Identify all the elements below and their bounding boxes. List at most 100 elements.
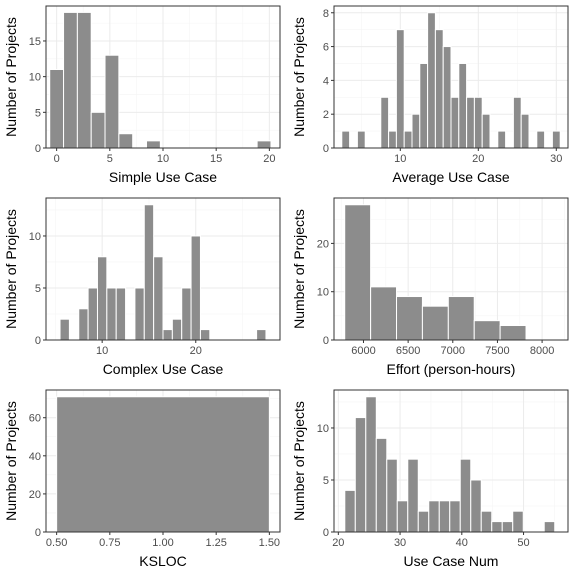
x-tick-label: 30 [394,537,406,549]
x-axis-title: KSLOC [139,553,186,569]
panel-border [333,197,569,341]
histogram-bar [256,329,267,340]
histogram-bar [512,96,522,148]
x-tick-label: 1.25 [205,537,226,549]
x-tick-label: 7000 [441,345,465,357]
x-axis-title: Use Case Num [404,553,499,569]
histogram-bar [458,62,468,148]
histogram-bar [344,489,356,532]
histogram-bar [417,510,430,532]
y-tick-label: 0 [323,335,329,347]
x-tick-label: 10 [96,345,108,357]
histogram-panel-1: 0 5 10 15 20 0 5 10 15 Simple Use Case Number of P… [3,5,281,185]
histogram-bar [419,62,429,148]
histogram-bar [512,510,524,532]
histogram-bar [407,458,419,532]
histogram-bar [434,29,444,148]
y-tick-label: 2 [323,109,329,121]
histogram-bar [341,130,351,148]
y-tick-label: 5 [35,283,41,295]
x-tick-label: 1.50 [259,537,280,549]
histogram-bar [386,458,398,532]
x-tick-label: 50 [517,537,529,549]
histogram-panel-3: 10 20 0 5 10 Complex Use Case Number of Projec… [3,197,281,377]
histogram-bar [162,329,173,340]
histogram-bar [118,133,134,148]
histogram-bar [199,329,211,340]
histogram-bar [438,500,451,532]
histogram-bar [428,500,440,532]
histogram-bar [87,287,98,340]
bars [341,12,561,148]
histogram-bar [76,11,92,148]
histogram-bar [375,437,388,532]
histogram-bar [491,521,503,532]
histogram-bar [143,204,155,340]
y-tick-label: 60 [29,413,41,425]
histogram-bar [480,510,493,532]
histogram-bar [396,500,409,532]
x-tick-label: 20 [332,537,344,549]
histogram-bar [395,29,405,148]
x-tick-label: 0.75 [99,537,120,549]
x-tick-label: 20 [472,153,484,165]
x-axis-title: Effort (person-hours) [387,361,516,377]
x-tick-label: 15 [210,153,222,165]
histogram-panel-4: 6000 6500 7000 7500 8000 0 10 20 Effort (person-… [291,197,569,377]
y-axis-title: Number of Projects [3,17,19,137]
histogram-bar [56,396,270,532]
histogram-bar [59,318,70,340]
y-tick-label: 0 [35,335,41,347]
histogram-bar [459,458,472,532]
histogram-bar [344,204,372,340]
bars [49,11,272,148]
x-tick-label: 6000 [351,345,375,357]
y-axis-title: Number of Projects [3,209,19,329]
y-tick-label: 5 [35,107,41,119]
histogram-bar [106,287,117,340]
y-tick-label: 10 [317,287,329,299]
histogram-bar [104,54,120,148]
histogram-bar [146,140,161,148]
x-tick-label: 10 [157,153,169,165]
bars [344,396,556,532]
histogram-bar [520,113,530,148]
y-tick-label: 10 [29,72,41,84]
x-tick-label: 40 [456,537,468,549]
histogram-bar [466,96,475,148]
histogram-panel-5: 0.50 0.75 1.00 1.25 1.50 0 20 40 60 KSLOC Number o… [3,389,281,569]
histogram-bar [256,140,272,148]
histogram-bar [442,46,452,148]
x-axis-title: Simple Use Case [109,169,217,185]
histogram-bar [153,256,164,340]
panel-border [333,5,569,149]
histogram-bar [190,235,201,340]
y-axis-title: Number of Projects [291,401,307,521]
x-tick-label: 7500 [485,345,509,357]
x-tick-label: 30 [550,153,562,165]
histogram-bar [551,130,561,148]
histogram-bar [473,96,483,148]
x-axis-title: Average Use Case [392,169,509,185]
histogram-panel-2: 10 20 30 0 2 4 6 8 Average Use Case Number of Pro… [291,5,569,185]
histogram-bar [470,479,482,532]
histogram-bar [543,521,556,532]
x-tick-label: 20 [190,345,202,357]
histogram-bar [380,96,390,148]
x-tick-label: 1.00 [152,537,173,549]
histogram-bar [356,130,366,148]
histogram-bar [396,296,423,340]
histogram-bar [481,113,491,148]
histogram-panel-6: 20 30 40 50 0 5 10 Use Case Num Number of Projec… [291,389,569,569]
histogram-bar [96,256,108,340]
histogram-bar [427,12,436,148]
histogram-bar [421,305,449,340]
y-tick-label: 0 [35,143,41,155]
bars [59,204,267,340]
x-tick-label: 20 [263,153,275,165]
histogram-bar [388,130,397,148]
x-tick-label: 6500 [396,345,420,357]
histogram-bar [501,521,514,532]
y-tick-label: 0 [323,527,329,539]
bars [344,204,527,340]
